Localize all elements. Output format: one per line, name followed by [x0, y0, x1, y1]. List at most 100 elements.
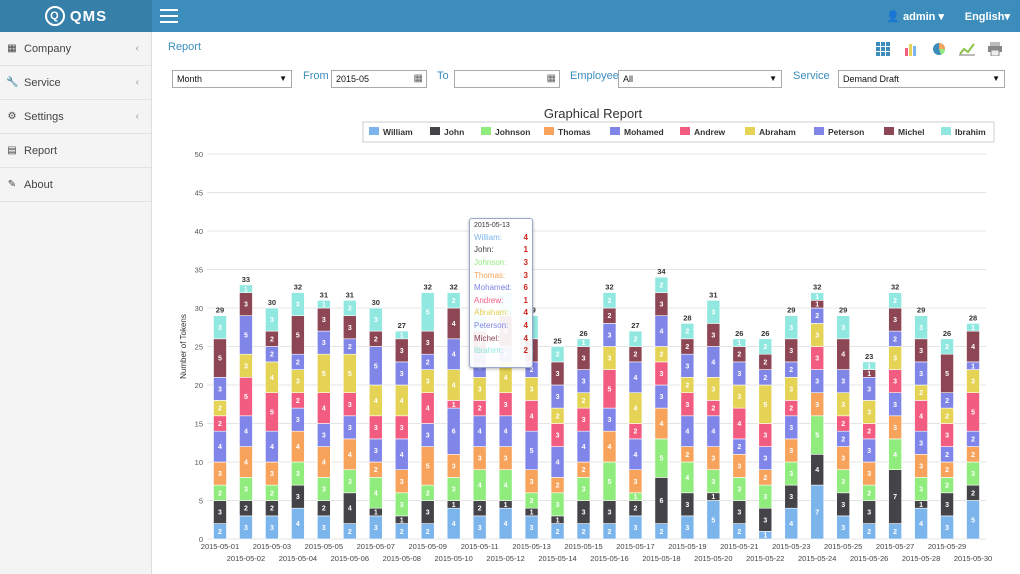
bar-segment[interactable] — [368, 415, 383, 440]
bar-segment[interactable] — [888, 469, 902, 524]
bar-segment[interactable] — [732, 477, 747, 501]
bar-segment[interactable] — [758, 469, 773, 486]
bar-segment[interactable] — [862, 361, 876, 370]
bar-segment[interactable] — [394, 384, 409, 417]
bar-segment[interactable] — [706, 376, 721, 401]
bar-segment[interactable] — [888, 523, 902, 540]
bar-segment[interactable] — [914, 507, 928, 540]
bar-segment[interactable] — [317, 392, 331, 424]
bar-segment[interactable] — [758, 446, 773, 471]
bar-segment[interactable] — [343, 392, 357, 417]
bar-segment[interactable] — [654, 384, 669, 409]
bar-segment[interactable] — [732, 453, 747, 478]
bar-segment[interactable] — [732, 523, 747, 540]
bar-segment[interactable] — [706, 323, 721, 347]
bar-segment[interactable] — [213, 500, 227, 524]
bar-segment[interactable] — [550, 515, 565, 524]
bar-segment[interactable] — [810, 292, 825, 301]
bar-segment[interactable] — [732, 384, 747, 409]
bar-segment[interactable] — [602, 461, 617, 501]
bar-segment[interactable] — [966, 330, 980, 363]
bar-segment[interactable] — [810, 392, 825, 417]
bar-segment[interactable] — [966, 369, 980, 394]
bar-segment[interactable] — [446, 407, 461, 455]
bar-segment[interactable] — [966, 500, 980, 540]
sidebar-item-service[interactable]: 🔧 Service ‹ — [0, 66, 151, 100]
bar-segment[interactable] — [836, 369, 850, 394]
bar-segment[interactable] — [810, 323, 825, 347]
bar-segment[interactable] — [654, 438, 669, 478]
bar-segment[interactable] — [472, 446, 487, 471]
bar-segment[interactable] — [368, 507, 383, 517]
legend-label[interactable]: Michel — [898, 127, 924, 137]
bar-segment[interactable] — [420, 292, 435, 332]
bar-segment[interactable] — [940, 492, 954, 517]
legend-label[interactable]: Mohamed — [624, 127, 664, 137]
bar-segment[interactable] — [706, 400, 721, 417]
period-select[interactable]: Month ▼ — [172, 70, 292, 88]
bar-segment[interactable] — [940, 515, 954, 540]
bar-segment[interactable] — [862, 484, 876, 501]
bar-segment[interactable] — [343, 315, 357, 340]
menu-toggle-button[interactable] — [160, 9, 178, 23]
bar-segment[interactable] — [966, 430, 980, 447]
bar-segment[interactable] — [836, 315, 850, 340]
bar-segment[interactable] — [368, 438, 383, 463]
bar-segment[interactable] — [940, 423, 954, 447]
bar-segment[interactable] — [862, 523, 876, 540]
bar-segment[interactable] — [888, 292, 902, 309]
bar-segment[interactable] — [368, 330, 383, 347]
bar-segment[interactable] — [706, 500, 721, 540]
bar-segment[interactable] — [265, 430, 279, 463]
bar-segment[interactable] — [394, 523, 409, 540]
bar-segment[interactable] — [784, 415, 799, 440]
bar-segment[interactable] — [291, 315, 305, 355]
bar-segment[interactable] — [602, 407, 617, 432]
bar-segment[interactable] — [265, 346, 279, 363]
bar-segment[interactable] — [628, 423, 643, 440]
line-chart-icon[interactable] — [958, 40, 976, 58]
bar-segment[interactable] — [550, 477, 565, 494]
bar-segment[interactable] — [472, 500, 487, 517]
bar-segment[interactable] — [628, 515, 643, 540]
bar-segment[interactable] — [213, 484, 227, 501]
bar-segment[interactable] — [966, 323, 980, 332]
bar-segment[interactable] — [602, 292, 617, 309]
bar-segment[interactable] — [368, 307, 383, 332]
bar-segment[interactable] — [368, 515, 383, 540]
bar-segment[interactable] — [940, 353, 954, 394]
bar-segment[interactable] — [446, 477, 461, 501]
bar-segment[interactable] — [732, 346, 747, 363]
bar-segment[interactable] — [291, 369, 305, 394]
legend-label[interactable]: John — [444, 127, 464, 137]
bar-segment[interactable] — [420, 330, 435, 355]
bar-segment[interactable] — [602, 500, 617, 524]
bar-segment[interactable] — [758, 353, 773, 370]
bar-segment[interactable] — [368, 461, 383, 478]
bar-segment[interactable] — [940, 407, 954, 424]
bar-segment[interactable] — [914, 384, 928, 401]
bar-segment[interactable] — [732, 500, 747, 524]
bar-segment[interactable] — [758, 338, 773, 355]
bar-segment[interactable] — [680, 338, 695, 355]
bar-segment[interactable] — [524, 469, 539, 494]
bar-segment[interactable] — [836, 392, 850, 417]
bar-segment[interactable] — [966, 361, 980, 370]
bar-segment[interactable] — [784, 400, 799, 417]
bar-segment[interactable] — [265, 392, 279, 432]
bar-segment[interactable] — [213, 376, 227, 401]
bar-segment[interactable] — [368, 477, 383, 509]
bar-segment[interactable] — [498, 469, 513, 501]
bar-segment[interactable] — [654, 523, 669, 540]
bar-segment[interactable] — [394, 415, 409, 440]
bar-segment[interactable] — [265, 484, 279, 501]
bar-segment[interactable] — [368, 384, 383, 417]
bar-segment[interactable] — [680, 515, 695, 540]
bar-segment[interactable] — [940, 338, 954, 355]
bar-segment[interactable] — [654, 361, 669, 386]
sidebar-item-report[interactable]: ▤ Report — [0, 134, 151, 168]
bar-segment[interactable] — [966, 484, 980, 501]
bar-segment[interactable] — [472, 400, 487, 417]
bar-segment[interactable] — [576, 346, 591, 370]
bar-chart-icon[interactable] — [902, 40, 920, 58]
